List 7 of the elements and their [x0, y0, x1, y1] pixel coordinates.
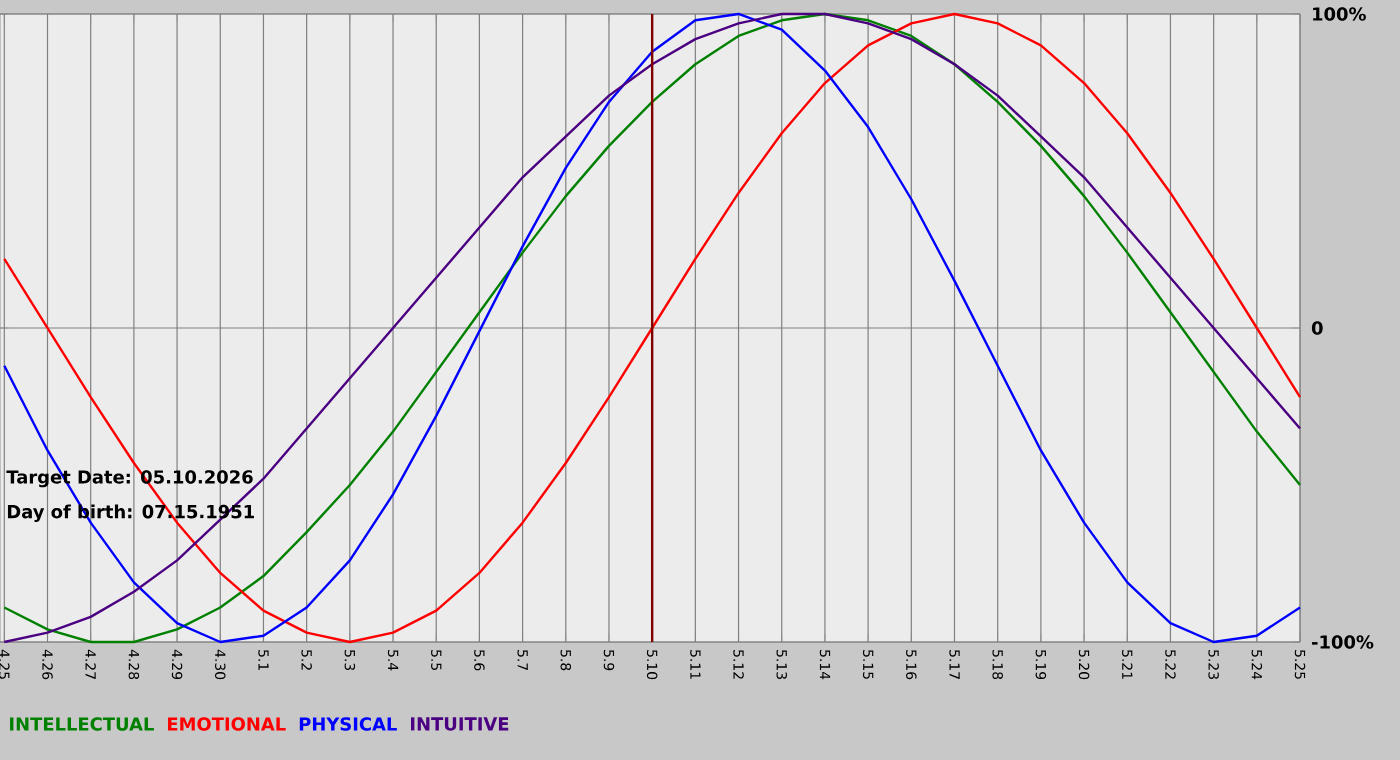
- y-tick-label: 100%: [1313, 7, 1366, 21]
- y-tick-label: 0: [1311, 321, 1323, 335]
- text: PHYSICAL: [299, 717, 397, 731]
- text: INTELLECTUAL: [10, 717, 154, 731]
- y-tick-label: -100%: [1312, 635, 1374, 649]
- text: EMOTIONAL: [168, 717, 286, 731]
- text: INTUITIVE: [411, 717, 509, 731]
